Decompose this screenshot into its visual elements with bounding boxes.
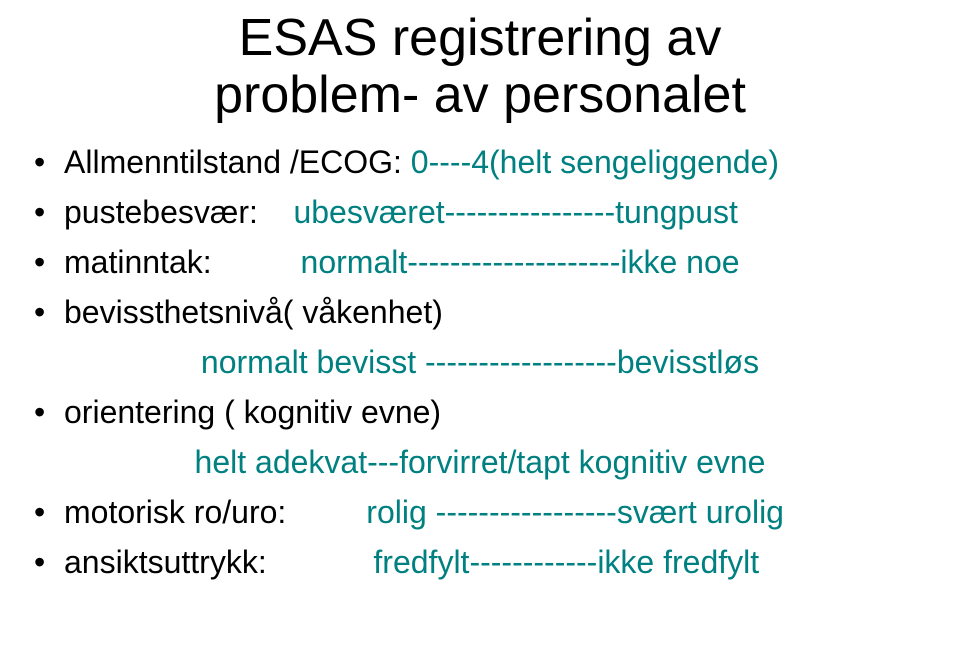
item-value: 0----4(helt sengeliggende) xyxy=(411,144,779,180)
title-line-1: ESAS registrering av xyxy=(239,9,722,67)
list-item: orientering ( kognitiv evne) xyxy=(30,392,930,432)
title-line-2: problem- av personalet xyxy=(214,66,746,124)
list-item: ansiktsuttrykk: fredfylt------------ikke… xyxy=(30,542,930,582)
slide: ESAS registrering av problem- av persona… xyxy=(0,0,960,671)
item-label: pustebesvær: xyxy=(64,194,258,230)
item-label: matinntak: xyxy=(64,244,212,280)
list-item: bevissthetsnivå( våkenhet) xyxy=(30,292,930,332)
item-label: bevissthetsnivå( våkenhet) xyxy=(64,294,443,330)
item-label: Allmenntilstand /ECOG: xyxy=(64,144,402,180)
slide-title: ESAS registrering av problem- av persona… xyxy=(30,10,930,124)
item-value: ubesværet----------------tungpust xyxy=(293,194,737,230)
item-value: fredfylt------------ikke fredfylt xyxy=(373,544,759,580)
item-value: normalt--------------------ikke noe xyxy=(301,244,740,280)
bullet-list: Allmenntilstand /ECOG: 0----4(helt senge… xyxy=(30,142,930,582)
list-item: pustebesvær: ubesværet----------------tu… xyxy=(30,192,930,232)
item-subvalue: normalt bevisst ------------------beviss… xyxy=(30,342,930,382)
item-label: orientering ( kognitiv evne) xyxy=(64,394,441,430)
item-subvalue: helt adekvat---forvirret/tapt kognitiv e… xyxy=(30,442,930,482)
list-item: matinntak: normalt--------------------ik… xyxy=(30,242,930,282)
list-item: motorisk ro/uro: rolig -----------------… xyxy=(30,492,930,532)
list-item: Allmenntilstand /ECOG: 0----4(helt senge… xyxy=(30,142,930,182)
item-value: rolig -----------------svært urolig xyxy=(366,494,784,530)
item-label: motorisk ro/uro: xyxy=(64,494,286,530)
item-label: ansiktsuttrykk: xyxy=(64,544,267,580)
